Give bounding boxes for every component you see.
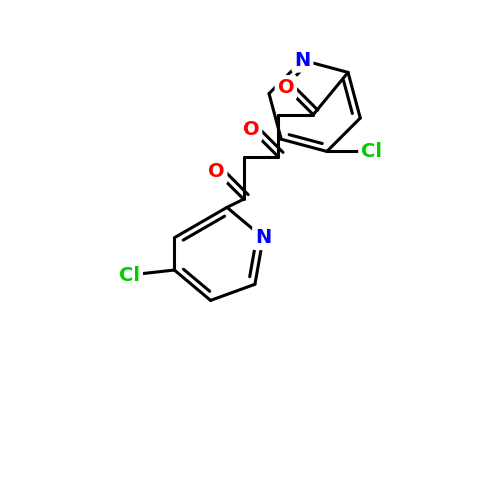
Text: O: O	[243, 120, 260, 139]
Text: N: N	[255, 228, 272, 247]
Text: O: O	[278, 78, 294, 97]
Text: O: O	[208, 162, 224, 182]
Text: N: N	[294, 50, 310, 70]
Text: Cl: Cl	[119, 266, 140, 284]
Text: Cl: Cl	[361, 142, 382, 161]
